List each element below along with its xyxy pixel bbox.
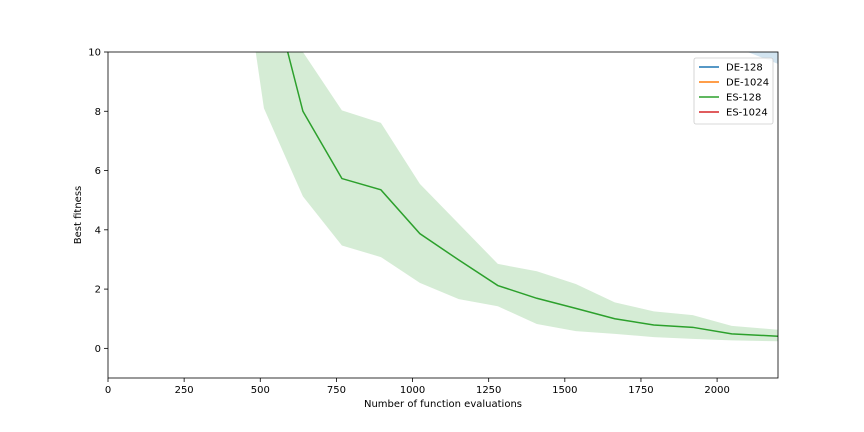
legend-entry-label: DE-1024	[726, 78, 769, 89]
y-axis-label: Best fitness	[73, 186, 84, 244]
y-tick-label: 8	[95, 107, 101, 118]
y-axis-ticks: 0 2 4 6 8 10	[88, 48, 108, 355]
y-tick-label: 10	[88, 48, 101, 59]
x-axis-label: Number of function evaluations	[364, 399, 522, 410]
x-tick-label: 750	[327, 385, 346, 396]
x-tick-label: 1250	[476, 385, 501, 396]
x-tick-label: 250	[175, 385, 194, 396]
x-tick-label: 500	[251, 385, 270, 396]
x-tick-label: 0	[105, 385, 111, 396]
x-tick-label: 1750	[628, 385, 653, 396]
series-lines	[286, 52, 778, 337]
legend-entry-label: DE-128	[726, 63, 763, 74]
series-line-es-128	[286, 52, 778, 337]
legend-box	[693, 57, 774, 125]
legend-entry-label: ES-128	[726, 93, 761, 104]
x-axis-ticks: 0 250 500 750 1000 1250 1500 1750 2000	[105, 378, 730, 396]
y-tick-label: 4	[95, 225, 101, 236]
plot-frame	[107, 51, 779, 379]
legend: DE-128 DE-1024 ES-128 ES-1024	[693, 57, 774, 125]
legend-entry-label: ES-1024	[726, 108, 768, 119]
band-es-128	[255, 52, 778, 342]
y-tick-label: 6	[95, 166, 101, 177]
x-tick-label: 1500	[552, 385, 577, 396]
y-tick-label: 0	[95, 344, 101, 355]
x-tick-label: 2000	[704, 385, 729, 396]
y-tick-label: 2	[95, 285, 101, 296]
x-tick-label: 1000	[400, 385, 425, 396]
